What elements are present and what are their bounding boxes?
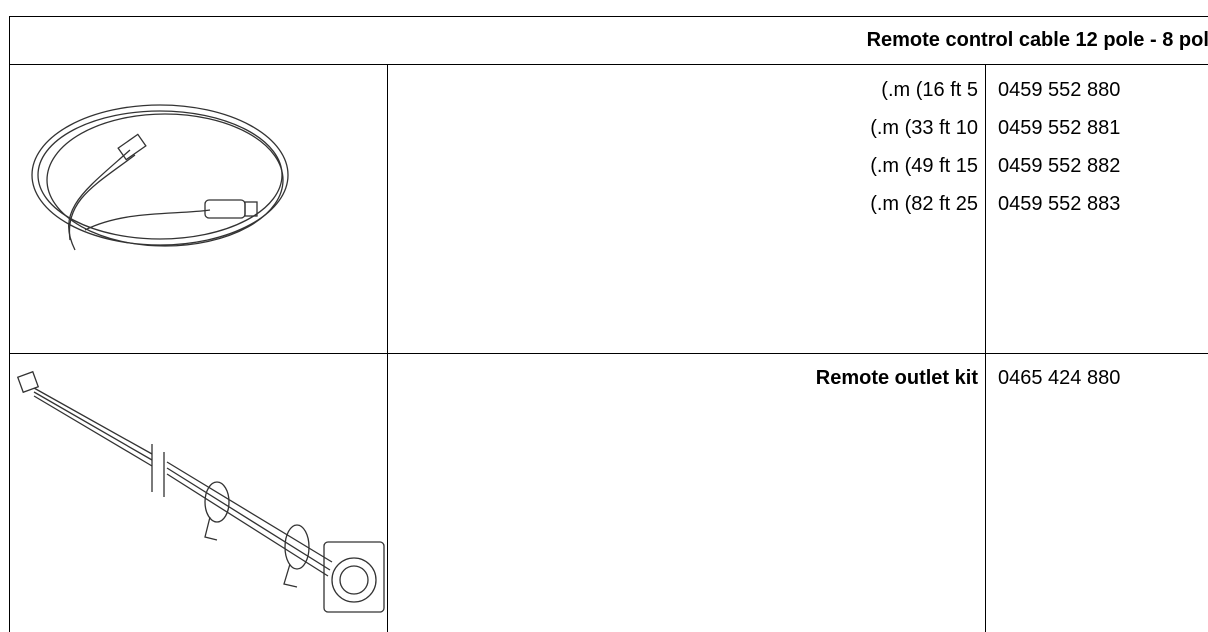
length: (.m (16 ft 5	[881, 79, 978, 101]
table-border	[9, 353, 1208, 354]
cable-image	[31, 104, 289, 251]
part-number: 0459 552 883	[998, 193, 1121, 215]
length: (.m (33 ft 10	[870, 117, 978, 139]
table-border	[387, 64, 388, 632]
header-title: Remote control cable 12 pole - 8 pole	[866, 29, 1208, 51]
item-label: Remote outlet kit	[815, 367, 978, 389]
table-border	[985, 64, 986, 632]
table-border	[9, 16, 1208, 17]
part-number: 0465 424 880	[998, 367, 1121, 389]
part-number: 0459 552 880	[998, 79, 1121, 101]
outlet-kit-image	[16, 370, 385, 613]
part-number: 0459 552 881	[998, 117, 1121, 139]
length: (.m (82 ft 25	[870, 193, 978, 215]
part-number: 0459 552 882	[998, 155, 1121, 177]
length: (.m (49 ft 15	[870, 155, 978, 177]
table-border	[9, 64, 1208, 65]
table-border	[9, 16, 10, 632]
